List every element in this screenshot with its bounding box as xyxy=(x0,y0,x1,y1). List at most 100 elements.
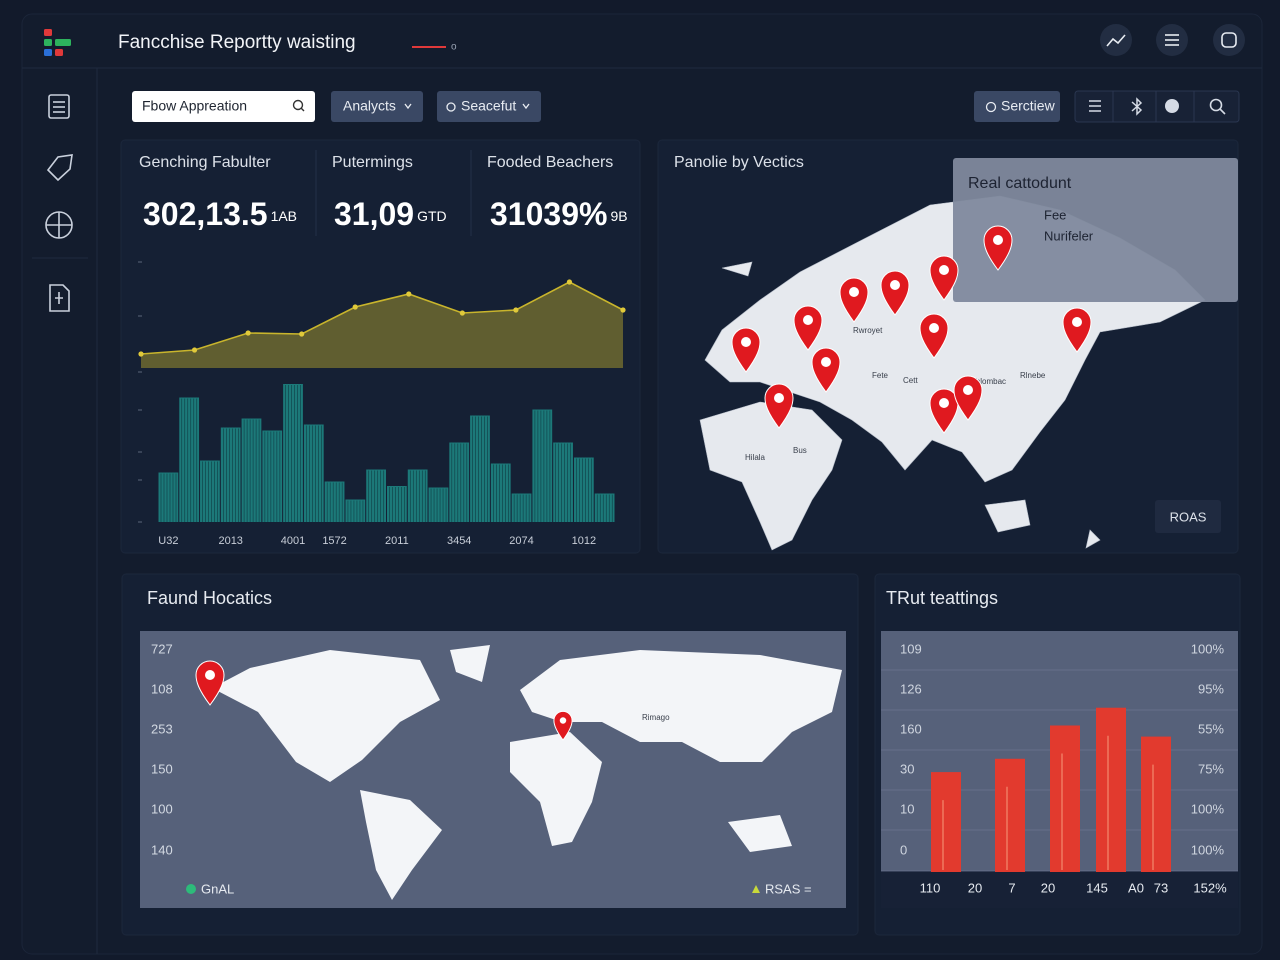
kpi-unit: 9B xyxy=(610,208,627,224)
map-pin-dot xyxy=(559,717,567,724)
y-label: 109 xyxy=(900,641,922,656)
bar xyxy=(407,469,428,522)
map-pin[interactable] xyxy=(195,660,225,706)
y-label: 30 xyxy=(900,761,914,776)
popup-line: Fee xyxy=(1044,207,1066,222)
map-pin[interactable] xyxy=(839,277,869,323)
map-pin[interactable] xyxy=(929,388,959,434)
filter-button[interactable] xyxy=(437,91,541,122)
kpi-value: 31,09 GTD xyxy=(334,196,447,232)
map-pin-dot xyxy=(803,315,813,325)
bar xyxy=(366,469,386,522)
bar xyxy=(179,397,200,522)
map-pin[interactable] xyxy=(731,327,761,373)
bar xyxy=(532,409,553,522)
bar xyxy=(262,430,283,522)
tool-search-handle xyxy=(1219,108,1226,115)
bar xyxy=(387,486,407,522)
y2-label: 75% xyxy=(1198,761,1224,776)
trend-icon xyxy=(1106,34,1126,47)
map-pin[interactable] xyxy=(764,383,794,429)
map-old-world xyxy=(510,650,842,852)
map-pin[interactable] xyxy=(929,255,959,301)
map-pin[interactable] xyxy=(880,270,910,316)
header-icon-button[interactable] xyxy=(1213,24,1245,56)
tool-search[interactable] xyxy=(1209,98,1223,112)
bar xyxy=(324,481,345,522)
bar xyxy=(931,772,961,872)
nav-icon-file[interactable] xyxy=(49,284,70,312)
legend-label: RSAS = xyxy=(765,881,812,896)
kpi-value: 31039% 9B xyxy=(490,196,628,232)
popup-line: Nurifeler xyxy=(1044,228,1094,243)
map-label: Hilala xyxy=(745,453,766,462)
kpi-label: Putermings xyxy=(332,154,413,171)
tool-bluetooth[interactable] xyxy=(1131,97,1143,116)
x-tick-label: A0 xyxy=(1128,880,1144,895)
map-pin[interactable] xyxy=(811,347,841,393)
area-point xyxy=(459,310,465,316)
nav-icon-tag[interactable] xyxy=(46,154,73,182)
map-label: Rlnebe xyxy=(1020,371,1046,380)
area-point xyxy=(352,304,358,310)
search-icon xyxy=(292,99,304,111)
kpi-number: 31039% xyxy=(490,196,607,232)
map-pin-dot xyxy=(929,323,939,333)
y-label: 126 xyxy=(900,681,922,696)
bar xyxy=(449,442,470,522)
map-pin[interactable] xyxy=(1062,307,1092,353)
bar xyxy=(345,499,366,522)
x-tick-label: 20 xyxy=(1041,880,1055,895)
panel-title: TRut teattings xyxy=(886,588,998,608)
bar xyxy=(1050,725,1080,872)
x-tick-label: 7 xyxy=(1008,880,1015,895)
legend-triangle xyxy=(752,885,760,893)
kpi-number: 31,09 xyxy=(334,196,414,232)
bar xyxy=(1141,736,1171,872)
map-axis-label: 108 xyxy=(151,681,173,696)
logo-block xyxy=(55,39,71,46)
action-button[interactable] xyxy=(974,91,1060,122)
nav-icon-globe-lines xyxy=(46,212,72,238)
kpi-label: Fooded Beachers xyxy=(487,154,613,171)
bar xyxy=(283,384,303,522)
kpi-number: 302,13.5 xyxy=(143,196,268,232)
logo-block xyxy=(55,49,63,56)
x-tick-label: 110 xyxy=(920,880,941,895)
y2-label: 100% xyxy=(1191,641,1225,656)
bar xyxy=(241,418,262,522)
bar xyxy=(553,442,573,522)
bar xyxy=(995,758,1025,872)
popup-title: Real cattodunt xyxy=(968,175,1072,192)
bar xyxy=(220,427,241,522)
map-pin-dot xyxy=(939,265,949,275)
kpi-unit: 1AB xyxy=(271,208,297,224)
x-tick-label: 2013 xyxy=(218,535,242,547)
profile-icon xyxy=(1221,32,1237,48)
filter-label: Seacefut xyxy=(461,98,516,114)
area-fill xyxy=(141,282,623,368)
map-pin[interactable] xyxy=(953,375,983,421)
search-input[interactable] xyxy=(132,91,315,122)
map-pin[interactable] xyxy=(919,313,949,359)
map-pin[interactable] xyxy=(793,305,823,351)
x-tick-label: 2011 xyxy=(385,535,409,547)
filter-button[interactable] xyxy=(331,91,423,122)
map-pin[interactable] xyxy=(553,710,573,741)
tool-info[interactable] xyxy=(1165,99,1179,113)
nav-icon-doc[interactable] xyxy=(48,94,70,119)
y-label: 10 xyxy=(900,801,914,816)
map-axis-label: 150 xyxy=(151,761,173,776)
x-tick-label: 152% xyxy=(1193,880,1227,895)
map-label: Fete xyxy=(872,371,889,380)
chart-footer xyxy=(881,871,1238,908)
map-popup xyxy=(953,158,1238,302)
tool-list[interactable] xyxy=(1089,100,1101,112)
logo-block xyxy=(44,49,52,56)
map-pin[interactable] xyxy=(983,225,1013,271)
map-pin-dot xyxy=(993,235,1003,245)
legend-label: GnAL xyxy=(201,881,234,896)
header-icon-button[interactable] xyxy=(1100,24,1132,56)
